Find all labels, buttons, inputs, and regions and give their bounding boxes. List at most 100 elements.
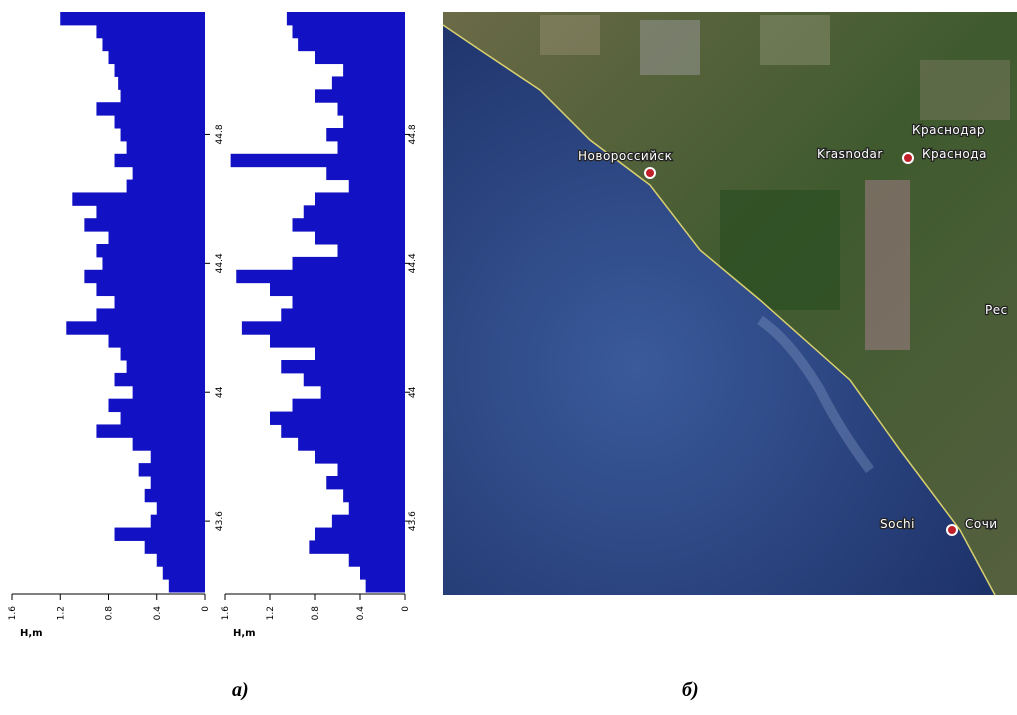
city-marker — [644, 167, 656, 179]
bar — [132, 437, 205, 451]
map-label: Краснодар — [912, 123, 985, 137]
bar — [102, 256, 205, 271]
bar — [150, 514, 205, 529]
y-tick-label: 44.4 — [215, 253, 225, 273]
bar — [96, 102, 205, 116]
bar — [114, 115, 205, 129]
bar — [126, 140, 205, 155]
map-label: Краснода — [922, 147, 987, 161]
bar — [72, 192, 205, 206]
x-tick-label: 0.8 — [105, 606, 115, 621]
bar — [96, 424, 205, 438]
map-field — [865, 180, 910, 350]
bar — [292, 218, 405, 232]
city-marker — [946, 524, 958, 536]
bar — [120, 89, 205, 103]
bar — [270, 334, 405, 348]
bar — [96, 205, 205, 219]
bar — [96, 244, 205, 258]
x-tick-label: 0.4 — [153, 606, 163, 621]
bar — [138, 463, 205, 477]
bar — [348, 553, 405, 567]
bar — [144, 488, 205, 503]
map-field — [920, 60, 1010, 120]
bar — [102, 37, 205, 52]
y-tick-label: 44 — [408, 386, 418, 398]
bar — [270, 282, 405, 297]
bar — [150, 450, 205, 464]
bar — [281, 308, 405, 322]
bar — [292, 24, 405, 39]
bar — [348, 179, 405, 193]
map-label: Новороссийск — [578, 149, 672, 163]
bar — [108, 398, 205, 413]
bar — [326, 128, 405, 142]
bar — [298, 437, 405, 451]
caption: а) — [232, 679, 249, 701]
bar — [236, 269, 405, 284]
y-tick-label: 44 — [215, 386, 225, 398]
x-axis-label: H,m — [233, 628, 256, 639]
bar — [303, 372, 405, 387]
bar — [96, 24, 205, 39]
bar — [315, 450, 405, 464]
bar — [66, 321, 205, 335]
bar — [120, 347, 205, 361]
bar — [337, 102, 405, 116]
bar — [96, 308, 205, 322]
bar — [120, 411, 205, 425]
y-tick-label: 43.6 — [215, 511, 225, 531]
bar — [315, 192, 405, 206]
map-field — [540, 15, 600, 55]
bar — [114, 63, 205, 77]
y-tick-label: 44.8 — [408, 124, 418, 144]
bar — [315, 50, 405, 65]
bar — [343, 115, 405, 129]
bar — [315, 527, 405, 541]
y-tick-label: 44.4 — [408, 253, 418, 273]
x-tick-label: 1.2 — [56, 606, 66, 620]
bar — [270, 411, 405, 425]
bar — [120, 128, 205, 142]
map-cloud — [757, 315, 875, 473]
x-tick-label: 1.6 — [8, 606, 18, 621]
bar — [168, 579, 205, 593]
map: Краснодар Новороссийск Krasnodar Краснод… — [442, 12, 1017, 596]
bar — [108, 231, 205, 245]
bar — [337, 463, 405, 477]
bar — [320, 385, 405, 400]
bar — [315, 89, 405, 103]
coastline — [442, 24, 996, 596]
bar — [337, 140, 405, 155]
bar — [60, 12, 205, 26]
bar — [150, 476, 205, 490]
bar — [241, 321, 405, 335]
bar — [114, 295, 205, 309]
bar — [303, 205, 405, 219]
x-tick-label: 0.4 — [356, 606, 366, 621]
bar — [326, 476, 405, 490]
x-tick-label: 0 — [201, 606, 211, 612]
map-label: Sochi — [880, 517, 915, 531]
map-field — [760, 15, 830, 65]
x-axis-label: H,m — [20, 628, 43, 639]
x-tick-label: 0.8 — [311, 606, 321, 621]
x-tick-label: 1.2 — [266, 606, 276, 620]
bar — [84, 269, 205, 284]
map-label: Сочи — [965, 517, 998, 531]
map-label: Krasnodar — [817, 147, 883, 161]
bar — [343, 488, 405, 503]
bar — [326, 166, 405, 181]
bar — [315, 347, 405, 361]
bar — [156, 501, 205, 516]
x-tick-label: 0 — [401, 606, 411, 612]
bar — [156, 553, 205, 567]
bar — [114, 527, 205, 541]
bar — [132, 166, 205, 181]
bar — [126, 360, 205, 374]
bar — [144, 540, 205, 554]
bar — [348, 501, 405, 516]
bar — [292, 295, 405, 309]
x-tick-label: 1.6 — [221, 606, 231, 621]
